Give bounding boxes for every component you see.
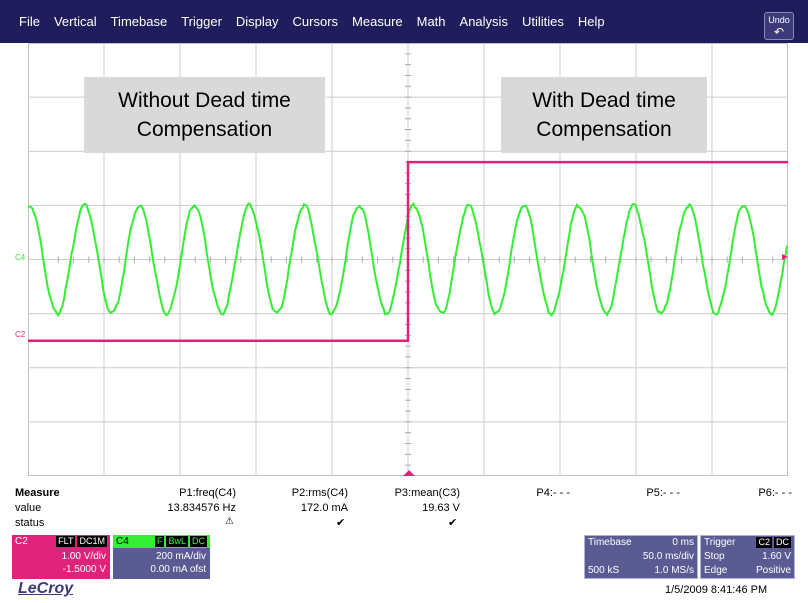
param-p6-name[interactable]: P6:- - - <box>758 487 792 499</box>
timestamp: 1/5/2009 8:41:46 PM <box>665 584 768 596</box>
trace-c2 <box>28 160 788 342</box>
lecroy-logo: LeCroy <box>18 580 74 597</box>
param-p2-name[interactable]: P2:rms(C4) <box>291 487 348 499</box>
trigger-panel[interactable]: Trigger C2 DC Stop 1.60 V Edge Positive <box>700 535 795 579</box>
c4-tag-coupling: DC <box>190 536 207 547</box>
menu-file[interactable]: File <box>19 14 40 29</box>
menu-analysis[interactable]: Analysis <box>459 14 508 29</box>
c4-right-marker <box>782 254 788 260</box>
undo-icon: ↶ <box>773 25 785 39</box>
timebase-delay: 0 ms <box>672 537 694 548</box>
trigger-tag-coupling: DC <box>774 537 791 548</box>
menu-bar: File Vertical Timebase Trigger Display C… <box>0 0 808 43</box>
measure-title: Measure <box>15 487 60 499</box>
menu-timebase[interactable]: Timebase <box>110 14 168 29</box>
annotation-right-line2: Compensation <box>536 118 672 141</box>
c4-tag-filter: F <box>154 536 165 547</box>
param-p1-name[interactable]: P1:freq(C4) <box>179 487 236 499</box>
trigger-mode: Stop <box>704 551 725 562</box>
param-p2-value: 172.0 mA <box>300 502 348 514</box>
channel-c4-panel[interactable]: C4 F BwL DC 200 mA/div 0.00 mA ofst <box>113 535 210 579</box>
menu-items: File Vertical Timebase Trigger Display C… <box>12 0 612 43</box>
check-icon: ✔ <box>336 517 346 529</box>
status-row-label: status <box>15 517 45 529</box>
trace-c2-label: C2 <box>15 330 26 339</box>
check-icon: ✔ <box>448 517 458 529</box>
c4-vdiv: 200 mA/div <box>155 551 206 562</box>
value-row-label: value <box>15 502 42 514</box>
c4-offset: 0.00 mA ofst <box>150 564 206 575</box>
menu-utilities[interactable]: Utilities <box>521 14 564 29</box>
menu-display[interactable]: Display <box>235 14 279 29</box>
timebase-panel[interactable]: Timebase 0 ms 50.0 ms/div 500 kS 1.0 MS/… <box>584 535 698 579</box>
menu-trigger[interactable]: Trigger <box>181 14 222 29</box>
trigger-level: 1.60 V <box>762 551 791 562</box>
param-p3-name[interactable]: P3:mean(C3) <box>394 487 460 499</box>
menu-vertical[interactable]: Vertical <box>53 14 97 29</box>
param-p5-name[interactable]: P5:- - - <box>646 487 680 499</box>
c2-name: C2 <box>15 536 28 547</box>
menu-math[interactable]: Math <box>416 14 446 29</box>
trigger-label: Trigger <box>704 537 736 548</box>
channel-c2-panel[interactable]: C2 FLT DC1M 1.00 V/div -1.5000 V <box>12 535 110 579</box>
c2-tag-filter: FLT <box>56 536 76 547</box>
timebase-samples: 500 kS <box>588 565 620 576</box>
timebase-label: Timebase <box>588 537 632 548</box>
c4-name: C4 <box>116 536 129 547</box>
param-p1-value: 13.834576 Hz <box>167 502 237 514</box>
annotation-right-line1: With Dead time <box>532 89 676 112</box>
annotation-left: Without Dead time Compensation <box>84 77 325 153</box>
timebase-tdiv: 50.0 ms/div <box>642 551 694 562</box>
trace-c4-label: C4 <box>15 253 26 262</box>
trigger-tag-source: C2 <box>756 537 772 548</box>
menu-measure[interactable]: Measure <box>352 14 403 29</box>
param-p4-name[interactable]: P4:- - - <box>536 487 570 499</box>
param-p3-value: 19.63 V <box>422 502 460 514</box>
timebase-rate: 1.0 MS/s <box>654 565 694 576</box>
c2-offset: -1.5000 V <box>62 564 106 575</box>
measure-panel[interactable]: Measure value status P1:freq(C4) 13.8345… <box>0 486 808 532</box>
undo-button[interactable]: Undo ↶ <box>764 12 794 40</box>
trigger-type: Edge <box>704 565 728 576</box>
c2-vdiv: 1.00 V/div <box>61 551 106 562</box>
undo-label: Undo <box>768 15 790 25</box>
trigger-slope: Positive <box>755 565 791 576</box>
trigger-position-marker <box>403 470 415 476</box>
menu-help[interactable]: Help <box>577 14 605 29</box>
annotation-left-line1: Without Dead time <box>118 89 291 112</box>
menu-cursors[interactable]: Cursors <box>292 14 339 29</box>
annotation-right: With Dead time Compensation <box>501 77 707 153</box>
c4-tag-bwl: BwL <box>166 536 188 547</box>
warning-icon: ⚠ <box>225 516 234 527</box>
annotation-left-line2: Compensation <box>136 118 273 141</box>
c2-tag-coupling: DC1M <box>77 536 107 547</box>
